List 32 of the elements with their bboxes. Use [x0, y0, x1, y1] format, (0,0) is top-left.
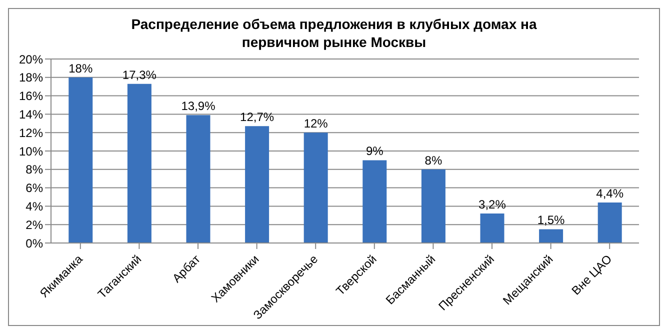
- y-tick-label: 16%: [18, 89, 44, 104]
- data-label: 12%: [304, 116, 328, 131]
- y-tick-label: 8%: [26, 162, 44, 177]
- bar: [186, 115, 210, 243]
- data-label: 12,7%: [240, 110, 274, 124]
- data-label: 1,5%: [537, 213, 566, 228]
- bar: [362, 160, 387, 243]
- y-tick-label: 4%: [26, 199, 44, 214]
- bar: [245, 126, 270, 243]
- data-label: 8%: [424, 153, 442, 168]
- bar: [421, 169, 446, 243]
- bar: [480, 214, 504, 243]
- data-label: 13,9%: [181, 99, 216, 114]
- bar: [304, 132, 328, 243]
- y-tick-label: 6%: [26, 181, 44, 196]
- y-tick-label: 2%: [26, 218, 44, 232]
- data-label: 4,4%: [596, 186, 624, 201]
- bar: [68, 77, 93, 243]
- chart-title: Распределение объема предложения в клубных домах на первичном рынке Москвы: [130, 15, 538, 51]
- data-label: 17,3%: [122, 68, 157, 82]
- data-label: 18%: [68, 61, 93, 76]
- bar: [127, 84, 152, 243]
- y-tick-label: 18%: [18, 70, 44, 85]
- y-tick-label: 0%: [26, 236, 44, 250]
- data-label: 3,2%: [478, 198, 506, 212]
- y-tick-label: 14%: [18, 107, 44, 122]
- data-label: 9%: [366, 144, 384, 158]
- y-tick-label: 20%: [18, 52, 44, 66]
- y-tick-label: 10%: [18, 144, 44, 158]
- bar: [539, 229, 564, 243]
- bar: [598, 202, 622, 243]
- y-tick-label: 12%: [18, 126, 44, 140]
